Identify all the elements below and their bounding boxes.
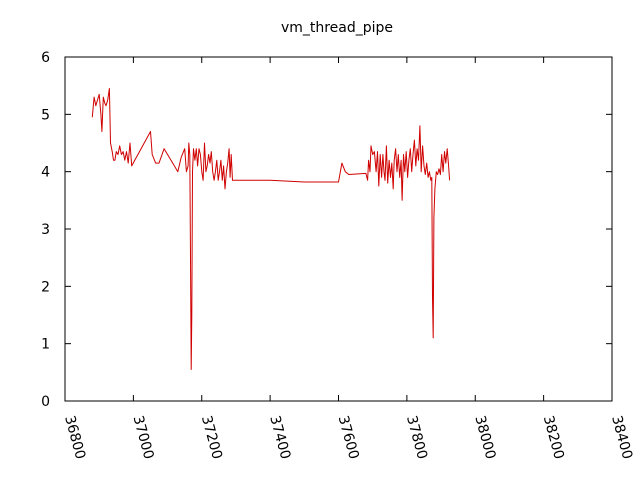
x-tick-label: 37000 <box>130 414 157 461</box>
y-tick-label: 5 <box>41 107 50 123</box>
x-axis: 36800 37000 37200 37400 37600 37800 38000 38200… <box>61 57 635 461</box>
x-tick-label: 38200 <box>540 414 567 461</box>
plot-area-frame <box>64 56 613 402</box>
series-layer <box>91 88 451 370</box>
x-tick-label: 37400 <box>266 414 293 461</box>
y-tick-label: 2 <box>41 279 50 295</box>
y-tick-label: 6 <box>41 50 50 66</box>
y-tick-label: 0 <box>41 394 50 410</box>
series-line <box>91 88 451 370</box>
x-tick-label: 37600 <box>335 414 362 461</box>
y-tick-label: 3 <box>41 222 50 238</box>
x-tick-label: 37800 <box>403 414 430 461</box>
x-tick-label: 38000 <box>471 414 498 461</box>
y-tick-label: 1 <box>41 337 50 353</box>
x-tick-label: 38400 <box>608 414 635 461</box>
y-axis: 0 1 2 3 4 5 6 <box>41 50 612 410</box>
y-tick-label: 4 <box>41 165 50 181</box>
x-tick-label: 36800 <box>61 414 88 461</box>
chart-title: vm_thread_pipe <box>281 20 393 36</box>
x-tick-label: 37200 <box>198 414 225 461</box>
